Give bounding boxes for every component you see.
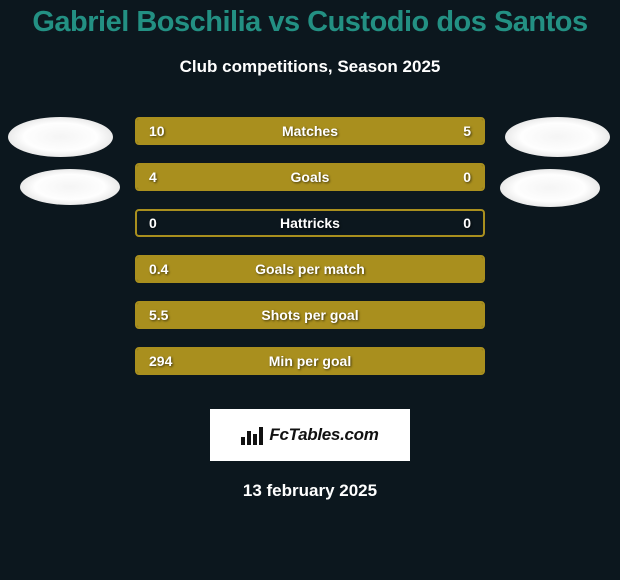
stat-value-right: 0 (463, 211, 471, 235)
comparison-date: 13 february 2025 (0, 481, 620, 501)
comparison-title: Gabriel Boschilia vs Custodio dos Santos (0, 0, 620, 39)
stat-value-right: 5 (463, 119, 471, 143)
stat-label: Goals (137, 165, 483, 189)
stat-row: 0.4Goals per match (135, 255, 485, 283)
stat-row: 5.5Shots per goal (135, 301, 485, 329)
left-player-avatar (20, 169, 120, 205)
stat-value-right: 0 (463, 165, 471, 189)
stat-row: 10Matches5 (135, 117, 485, 145)
right-player-avatar (500, 169, 600, 207)
stat-label: Shots per goal (137, 303, 483, 327)
comparison-chart: 10Matches54Goals00Hattricks00.4Goals per… (0, 117, 620, 397)
brand-text: FcTables.com (269, 425, 378, 445)
right-player-avatar (505, 117, 610, 157)
stat-label: Min per goal (137, 349, 483, 373)
stat-label: Matches (137, 119, 483, 143)
stat-row: 4Goals0 (135, 163, 485, 191)
stat-row: 0Hattricks0 (135, 209, 485, 237)
left-player-avatar (8, 117, 113, 157)
stat-row: 294Min per goal (135, 347, 485, 375)
brand-logo[interactable]: FcTables.com (210, 409, 410, 461)
stat-label: Hattricks (137, 211, 483, 235)
comparison-subtitle: Club competitions, Season 2025 (0, 57, 620, 77)
stat-label: Goals per match (137, 257, 483, 281)
bar-chart-icon (241, 425, 263, 445)
